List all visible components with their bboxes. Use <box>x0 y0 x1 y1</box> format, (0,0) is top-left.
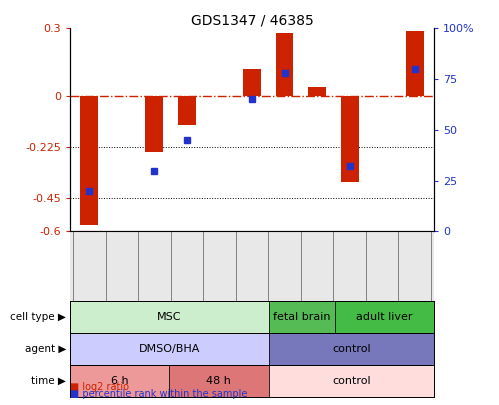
Text: cell type ▶: cell type ▶ <box>10 312 66 322</box>
Bar <box>268 301 335 333</box>
Text: ■ percentile rank within the sample: ■ percentile rank within the sample <box>70 389 247 399</box>
Text: DMSO/BHA: DMSO/BHA <box>139 344 200 354</box>
Text: agent ▶: agent ▶ <box>25 344 66 354</box>
Bar <box>243 69 261 96</box>
Text: adult liver: adult liver <box>356 312 413 322</box>
Bar <box>80 96 98 225</box>
Text: 6 h: 6 h <box>111 376 128 386</box>
Text: control: control <box>332 376 371 386</box>
Bar <box>70 365 169 397</box>
Bar <box>268 333 434 365</box>
Bar <box>169 365 268 397</box>
Bar <box>268 365 434 397</box>
Text: 48 h: 48 h <box>207 376 232 386</box>
Title: GDS1347 / 46385: GDS1347 / 46385 <box>191 13 313 27</box>
Text: ■ log2 ratio: ■ log2 ratio <box>70 382 129 392</box>
Bar <box>308 87 326 96</box>
Bar <box>275 33 293 96</box>
Text: MSC: MSC <box>157 312 182 322</box>
Bar <box>146 96 163 153</box>
Text: time ▶: time ▶ <box>31 376 66 386</box>
Bar <box>341 96 358 182</box>
Text: fetal brain: fetal brain <box>273 312 330 322</box>
Bar <box>70 333 268 365</box>
Bar <box>70 301 268 333</box>
Text: control: control <box>332 344 371 354</box>
Bar <box>406 31 424 96</box>
Bar <box>178 96 196 126</box>
Bar <box>335 301 434 333</box>
